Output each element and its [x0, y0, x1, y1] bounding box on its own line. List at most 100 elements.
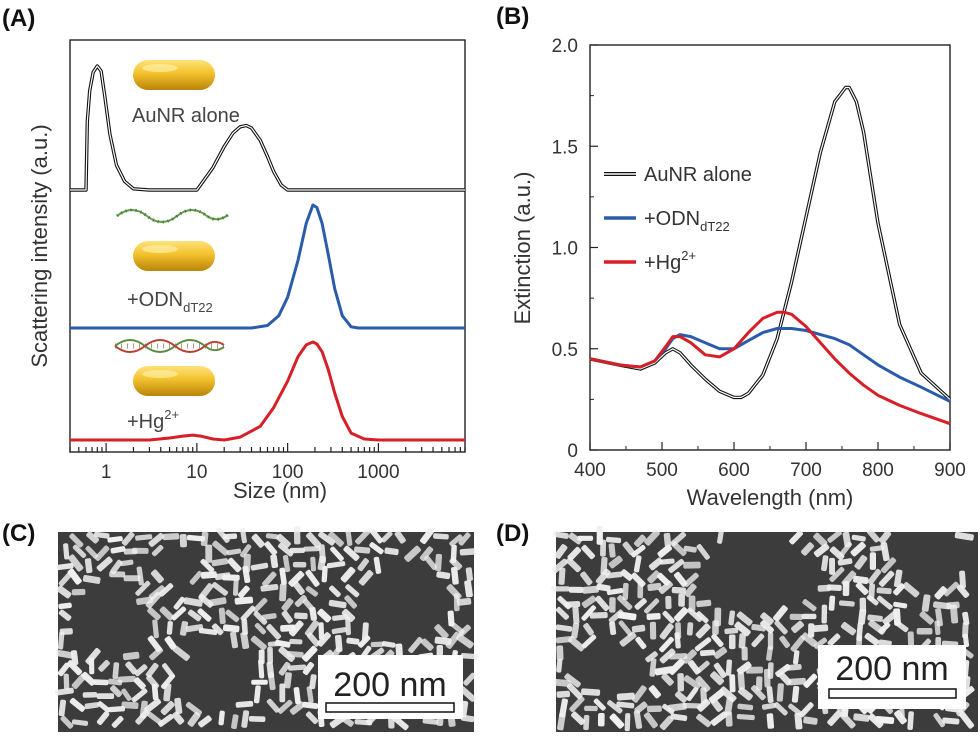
nanorod-particle	[287, 664, 307, 671]
nanorod-particle	[853, 575, 869, 585]
nanorod-particle	[159, 583, 174, 597]
nanorod-particle	[67, 568, 82, 585]
nanorod-particle	[250, 562, 269, 571]
nanorod-particle	[696, 660, 710, 673]
nanorod-particle	[671, 586, 686, 594]
nanorod-particle	[595, 595, 610, 612]
nanorod-particle	[696, 544, 710, 560]
nanorod-particle	[647, 570, 661, 584]
chart-b-x-axis-title: Wavelength (nm)	[687, 485, 854, 510]
nanorod-particle	[450, 566, 459, 585]
nanorod-particle	[763, 668, 771, 688]
nanorod-particle	[346, 637, 360, 645]
nanorod-particle	[644, 529, 660, 546]
nanorod-particle	[710, 698, 723, 712]
nanorod-particle	[289, 701, 305, 715]
nanorod-particle	[420, 638, 434, 651]
nanorod-particle	[163, 683, 172, 702]
nanorod-particle	[274, 639, 291, 648]
nanorod-particle	[867, 528, 880, 543]
nanorod-particle	[808, 623, 815, 638]
nanorod-particle	[665, 595, 672, 610]
nanorod-particle	[369, 542, 384, 555]
nanorod-particle	[894, 620, 909, 633]
nanorod-particle	[456, 633, 474, 649]
nanorod-particle	[919, 611, 934, 625]
nanorod-particle	[231, 714, 239, 730]
nanorod-particle	[283, 672, 292, 689]
nanorod-particle	[408, 637, 423, 654]
nanorod-particle	[306, 632, 320, 647]
nanorod-particle	[332, 614, 348, 621]
nanorod-particle	[343, 545, 360, 561]
nanorod-particle	[646, 705, 662, 713]
nanorod-particle	[225, 609, 240, 623]
nanorod-particle	[582, 585, 599, 594]
nanorod-particle	[668, 658, 685, 675]
nanorod-particle	[278, 543, 294, 557]
nanorod-particle	[110, 685, 122, 698]
nanorod-particle	[384, 547, 399, 556]
nanorod-particle	[745, 666, 764, 674]
nanorod-particle	[227, 557, 242, 573]
nanorod-particle	[456, 597, 472, 606]
nanorod-particle	[821, 604, 828, 624]
nanorod-particle	[893, 601, 908, 609]
nanorod-particle	[729, 634, 736, 650]
nanorod-particle	[711, 633, 724, 648]
x-tick-label: 900	[934, 460, 966, 481]
nanorod-particle	[622, 541, 635, 556]
nanorod-particle	[134, 664, 148, 677]
nanorod-particle	[633, 555, 642, 573]
nanorod-particle	[279, 583, 287, 602]
annotation-odn: +ODNdT22	[127, 289, 213, 315]
nanorod-particle	[107, 706, 126, 713]
nanorod-particle	[567, 546, 581, 561]
nanorod-particle	[136, 566, 144, 586]
nanorod-particle	[305, 711, 319, 725]
nanorod-particle	[318, 531, 336, 546]
nanorod-particle	[69, 697, 86, 712]
nanorod-particle	[552, 558, 568, 574]
nanorod-particle	[121, 701, 139, 710]
nanorod-particle	[60, 715, 74, 729]
nanorod-particle	[916, 628, 933, 635]
nanorod-particle	[751, 685, 766, 701]
nanorod-particle	[842, 580, 850, 597]
nanorod-particle	[893, 583, 905, 596]
nanorod-particle	[122, 651, 140, 661]
annotation-hg: +Hg2+	[127, 407, 179, 433]
nanorod-particle	[171, 606, 187, 621]
nanorod-particle	[145, 662, 159, 678]
nanorod-particle	[345, 584, 360, 598]
x-tick-label: 1000	[357, 462, 399, 483]
nanorod-particle	[866, 594, 879, 606]
nanorod-particle	[696, 698, 711, 712]
nanorod-particle	[69, 533, 84, 548]
nanorod-particle	[566, 557, 582, 573]
nanorod-particle	[568, 636, 585, 652]
nanorod-particle	[956, 584, 970, 598]
nanorod-particle	[305, 569, 320, 587]
nanorod-particle	[893, 569, 903, 588]
nanorod-particle	[161, 674, 175, 690]
nanorod-particle	[159, 606, 175, 621]
nanorod-particle	[321, 565, 328, 583]
nanorod-particle	[881, 557, 897, 574]
nanorod-particle	[281, 610, 293, 624]
nanorod-particle	[572, 606, 580, 625]
nanorod-particle	[293, 687, 301, 705]
nanorod-particle	[645, 651, 658, 663]
legend-label-hg: +Hg2+	[644, 248, 696, 274]
nanorod-particle	[569, 696, 585, 713]
tem-image-d: 200 nm	[551, 525, 978, 732]
nanorod-icon	[133, 60, 215, 90]
nanorod-particle	[135, 709, 150, 725]
nanorod-particle	[152, 619, 159, 639]
nanorod-particle	[648, 685, 661, 699]
nanorod-particle	[135, 534, 153, 541]
nanorod-particle	[240, 544, 252, 558]
nanorod-particle	[802, 599, 817, 612]
nanorod-particle	[262, 571, 277, 587]
nanorod-particle	[211, 582, 228, 596]
